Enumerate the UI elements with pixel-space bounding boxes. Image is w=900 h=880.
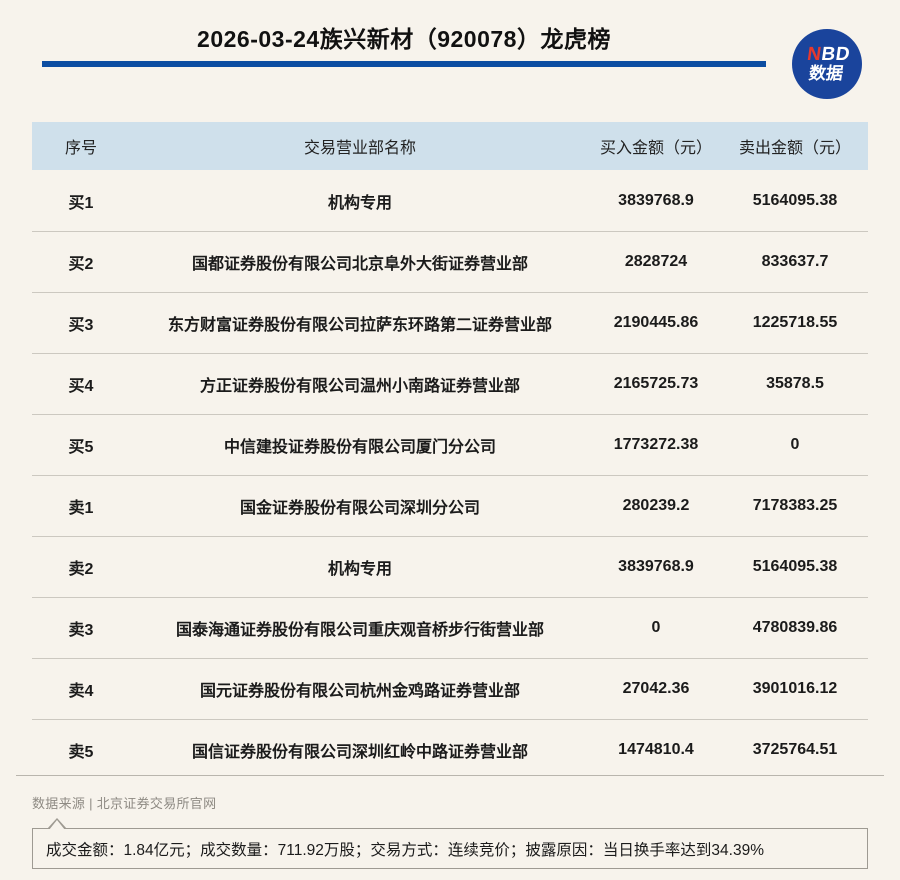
caret-up-icon	[47, 818, 67, 830]
row-sell-amount: 5164095.38	[752, 558, 838, 575]
table-row: 买5 中信建投证券股份有限公司厦门分公司 1773272.38 0	[32, 414, 868, 475]
row-sell-amount: 3901016.12	[752, 680, 838, 697]
row-broker-name: 国泰海通证券股份有限公司重庆观音桥步行街营业部	[175, 622, 544, 639]
column-header-rank: 序号	[64, 140, 97, 157]
row-rank: 卖1	[68, 500, 94, 517]
table-row: 卖5 国信证券股份有限公司深圳红岭中路证券营业部 1474810.4 37257…	[32, 719, 868, 780]
row-rank: 卖2	[68, 561, 94, 578]
page-title: 2026-03-24族兴新材（920078）龙虎榜	[197, 26, 611, 52]
table-row: 卖2 机构专用 3839768.9 5164095.38	[32, 536, 868, 597]
row-buy-amount: 2190445.86	[613, 314, 699, 331]
lhb-table: 序号 交易营业部名称 买入金额（元） 卖出金额（元） 买1 机构专用 38397…	[32, 122, 868, 780]
row-rank: 买4	[68, 378, 94, 395]
row-rank: 卖4	[68, 683, 94, 700]
row-sell-amount: 5164095.38	[752, 191, 838, 209]
row-sell-amount: 833637.7	[761, 253, 829, 270]
title-underline	[42, 61, 766, 67]
row-broker-name: 国金证券股份有限公司深圳分公司	[239, 500, 480, 517]
row-buy-amount: 2828724	[624, 253, 688, 270]
row-buy-amount: 2165725.73	[613, 375, 699, 392]
row-buy-amount: 27042.36	[622, 680, 690, 697]
table-row: 卖4 国元证券股份有限公司杭州金鸡路证券营业部 27042.36 3901016…	[32, 658, 868, 719]
table-row: 买3 东方财富证券股份有限公司拉萨东环路第二证券营业部 2190445.86 1…	[32, 292, 868, 353]
row-buy-amount: 1474810.4	[618, 741, 694, 758]
nbd-logo-icon: NBD 数据	[792, 29, 862, 99]
table-row: 卖1 国金证券股份有限公司深圳分公司 280239.2 7178383.25	[32, 475, 868, 536]
data-source-text: 数据来源 | 北京证券交易所官网	[32, 796, 217, 811]
footer-divider	[16, 775, 884, 776]
table-body: 买1 机构专用 3839768.9 5164095.38 买2 国都证券股份有限…	[32, 170, 868, 780]
nbd-logo-subtext: 数据	[807, 64, 844, 84]
row-sell-amount: 7178383.25	[752, 497, 838, 514]
row-broker-name: 国元证券股份有限公司杭州金鸡路证券营业部	[199, 683, 520, 700]
row-rank: 买2	[68, 256, 94, 273]
row-broker-name: 方正证券股份有限公司温州小南路证券营业部	[199, 378, 520, 395]
row-sell-amount: 1225718.55	[752, 314, 838, 331]
row-rank: 卖5	[68, 744, 94, 761]
row-rank: 卖3	[68, 622, 94, 639]
disclosure-note-box: 成交金额：1.84亿元；成交数量：711.92万股；交易方式：连续竞价；披露原因…	[32, 818, 868, 869]
row-sell-amount: 3725764.51	[752, 741, 838, 758]
row-sell-amount: 35878.5	[766, 375, 824, 392]
row-buy-amount: 280239.2	[622, 497, 690, 514]
nbd-logo-letters-bd: BD	[819, 44, 852, 66]
row-broker-name: 机构专用	[327, 561, 392, 578]
table-row: 卖3 国泰海通证券股份有限公司重庆观音桥步行街营业部 0 4780839.86	[32, 597, 868, 658]
table-row: 买1 机构专用 3839768.9 5164095.38	[32, 170, 868, 231]
row-rank: 买3	[68, 317, 94, 334]
row-buy-amount: 3839768.9	[618, 558, 694, 575]
row-broker-name: 中信建投证券股份有限公司厦门分公司	[223, 439, 496, 456]
row-broker-name: 国都证券股份有限公司北京阜外大街证券营业部	[191, 256, 528, 273]
nbd-logo-text: NBD 数据	[803, 44, 852, 84]
table-row: 买2 国都证券股份有限公司北京阜外大街证券营业部 2828724 833637.…	[32, 231, 868, 292]
column-header-sell: 卖出金额（元）	[738, 140, 851, 157]
row-rank: 买5	[68, 439, 94, 456]
column-header-broker: 交易营业部名称	[303, 140, 416, 157]
row-sell-amount: 4780839.86	[752, 619, 838, 636]
disclosure-note-text: 成交金额：1.84亿元；成交数量：711.92万股；交易方式：连续竞价；披露原因…	[46, 841, 764, 859]
row-buy-amount: 0	[651, 619, 661, 636]
column-header-buy: 买入金额（元）	[599, 140, 712, 157]
row-buy-amount: 1773272.38	[613, 436, 699, 453]
row-rank: 买1	[68, 194, 94, 212]
row-sell-amount: 0	[790, 436, 800, 453]
row-broker-name: 机构专用	[327, 194, 392, 212]
table-header-row: 序号 交易营业部名称 买入金额（元） 卖出金额（元）	[32, 122, 868, 170]
table-row: 买4 方正证券股份有限公司温州小南路证券营业部 2165725.73 35878…	[32, 353, 868, 414]
row-broker-name: 国信证券股份有限公司深圳红岭中路证券营业部	[191, 744, 528, 761]
row-buy-amount: 3839768.9	[618, 191, 694, 209]
nbd-logo-brand: NBD	[806, 44, 852, 66]
row-broker-name: 东方财富证券股份有限公司拉萨东环路第二证券营业部	[167, 317, 552, 334]
